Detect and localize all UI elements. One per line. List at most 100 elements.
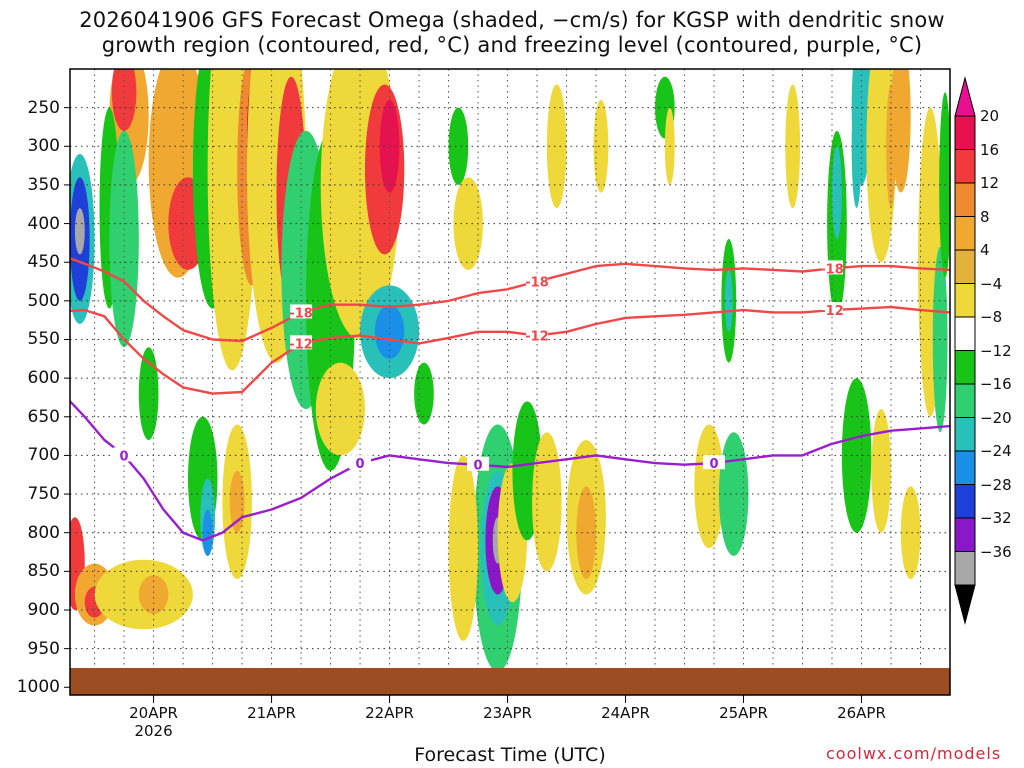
colorbar-swatch — [954, 216, 976, 251]
omega-shade — [138, 575, 169, 614]
chart-title-line1: 2026041906 GFS Forecast Omega (shaded, −… — [79, 8, 945, 32]
colorbar-label: 8 — [980, 207, 990, 226]
x-tick-label: 20APR — [129, 704, 178, 722]
colorbar-swatch — [954, 551, 976, 586]
omega-shade — [138, 347, 159, 440]
contour-label-bg — [821, 260, 844, 275]
contour-label: -12 — [820, 304, 844, 319]
omega-shade — [374, 304, 405, 359]
contour-freezing_0C — [70, 400, 950, 542]
contour-label: 0 — [474, 459, 483, 474]
y-tick-label: 250 — [27, 97, 60, 118]
colorbar-label: 4 — [980, 241, 990, 259]
contour-label-bg — [467, 456, 490, 471]
colorbar-swatch — [954, 517, 976, 552]
omega-shade — [593, 99, 609, 193]
omega-shade — [546, 84, 567, 209]
colorbar-label: −32 — [980, 509, 1012, 527]
contour-dgz_-12C — [70, 305, 950, 395]
contour-label: 0 — [120, 449, 129, 464]
omega-shade — [900, 486, 921, 580]
y-tick-label: 350 — [27, 174, 60, 195]
x-tick-label: 25APR — [719, 704, 768, 722]
contour-label-bg — [290, 304, 313, 319]
contour-label: -18 — [289, 306, 313, 321]
y-tick-label: 950 — [27, 638, 60, 659]
colorbar-extend-bottom — [954, 584, 976, 625]
contour-label-bg — [703, 455, 726, 470]
credit-text[interactable]: coolwx.com/models — [826, 744, 1002, 763]
omega-shade — [74, 208, 85, 255]
contour-label: -18 — [820, 262, 844, 277]
omega-shade — [111, 69, 137, 131]
y-tick-label: 900 — [27, 599, 60, 620]
y-tick-label: 600 — [27, 368, 60, 389]
plot-frame — [69, 68, 951, 696]
x-tick-label: 24APR — [601, 704, 650, 722]
colorbar-label: −24 — [980, 442, 1012, 460]
y-tick-label: 400 — [27, 213, 60, 234]
y-tick-label: 450 — [27, 252, 60, 273]
contour-label-bg — [526, 273, 549, 288]
omega-shade — [785, 84, 801, 209]
omega-shade — [414, 362, 434, 425]
omega-shade — [832, 146, 842, 240]
colorbar-swatch — [954, 283, 976, 318]
contour-label-bg — [526, 327, 549, 342]
colorbar-extend-top — [954, 76, 976, 117]
colorbar-label: −16 — [980, 375, 1012, 393]
contour-dgz_-18C — [70, 257, 950, 343]
chart-title-line2: growth region (contoured, red, °C) and f… — [101, 33, 923, 57]
omega-shade — [229, 470, 245, 533]
contour-label: 0 — [709, 457, 718, 472]
contour-label: 0 — [356, 457, 365, 472]
contour-label: -12 — [289, 337, 313, 352]
colorbar-swatch — [954, 417, 976, 452]
y-tick-label: 800 — [27, 522, 60, 543]
colorbar-swatch — [954, 115, 976, 150]
y-tick-label: 300 — [27, 136, 60, 157]
y-tick-label: 1000 — [16, 677, 60, 698]
colorbar-label: −4 — [980, 274, 1003, 293]
colorbar-label: 20 — [980, 107, 1000, 125]
colorbar-swatch — [954, 484, 976, 519]
colorbar-swatch — [954, 182, 976, 217]
x-year-label: 2026 — [134, 722, 173, 740]
colorbar-label: −28 — [980, 475, 1012, 494]
colorbar-swatch — [954, 149, 976, 184]
colorbar-swatch — [954, 316, 976, 351]
contour-label-bg — [821, 302, 844, 317]
y-tick-label: 650 — [27, 406, 60, 427]
y-tick-label: 850 — [27, 561, 60, 582]
contour-label-bg — [290, 335, 313, 350]
colorbar-swatch — [954, 249, 976, 284]
omega-shade — [315, 362, 365, 456]
x-axis-label: Forecast Time (UTC) — [414, 744, 606, 766]
omega-shade — [453, 177, 483, 270]
x-tick-label: 26APR — [837, 704, 886, 722]
ground-surface — [70, 668, 950, 695]
omega-shade — [891, 69, 911, 193]
colorbar-swatch — [954, 383, 976, 418]
omega-shade — [724, 269, 733, 332]
colorbar-label: −8 — [980, 308, 1003, 326]
colorbar-label: 16 — [980, 140, 1000, 159]
colorbar-label: −20 — [980, 408, 1012, 427]
omega-shade — [448, 455, 479, 641]
omega-shade — [718, 432, 749, 556]
omega-shade — [576, 486, 597, 580]
colorbar-label: 12 — [980, 174, 1000, 192]
y-tick-label: 700 — [27, 445, 60, 466]
x-tick-label: 22APR — [365, 704, 414, 722]
contour-label: -12 — [525, 330, 549, 345]
omega-shade — [532, 432, 562, 572]
y-tick-label: 550 — [27, 329, 60, 350]
colorbar-swatch — [954, 350, 976, 385]
colorbar-swatch — [954, 450, 976, 485]
x-tick-label: 23APR — [483, 704, 532, 722]
contour-label-bg — [349, 455, 372, 470]
y-tick-label: 750 — [27, 484, 60, 505]
colorbar-label: −36 — [980, 542, 1012, 561]
colorbar-label: −12 — [980, 341, 1012, 360]
